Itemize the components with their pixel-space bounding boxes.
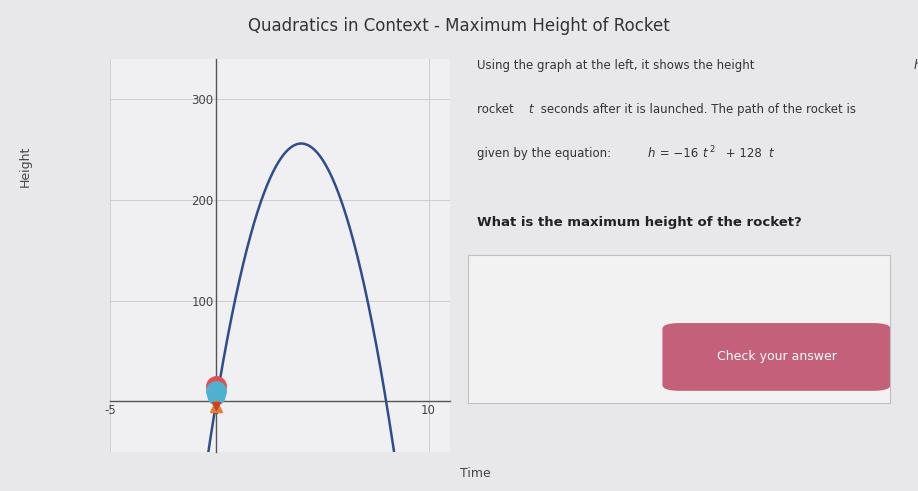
Text: Time: Time — [460, 467, 490, 480]
Text: + 128: + 128 — [722, 147, 762, 160]
FancyBboxPatch shape — [663, 323, 890, 391]
Text: = −16: = −16 — [656, 147, 699, 160]
Text: Quadratics in Context - Maximum Height of Rocket: Quadratics in Context - Maximum Height o… — [248, 17, 670, 35]
Text: Height: Height — [18, 145, 32, 187]
Text: h: h — [647, 147, 655, 160]
Text: seconds after it is launched. The path of the rocket is: seconds after it is launched. The path o… — [537, 103, 856, 116]
Text: h: h — [913, 59, 918, 72]
Text: 2: 2 — [710, 145, 715, 154]
Text: given by the equation:: given by the equation: — [477, 147, 615, 160]
Text: Check your answer: Check your answer — [717, 351, 836, 363]
Text: t: t — [528, 103, 532, 116]
Text: What is the maximum height of the rocket?: What is the maximum height of the rocket… — [477, 216, 802, 229]
Text: rocket: rocket — [477, 103, 518, 116]
Text: t: t — [768, 147, 773, 160]
Text: t: t — [702, 147, 707, 160]
Text: Using the graph at the left, it shows the height: Using the graph at the left, it shows th… — [477, 59, 758, 72]
